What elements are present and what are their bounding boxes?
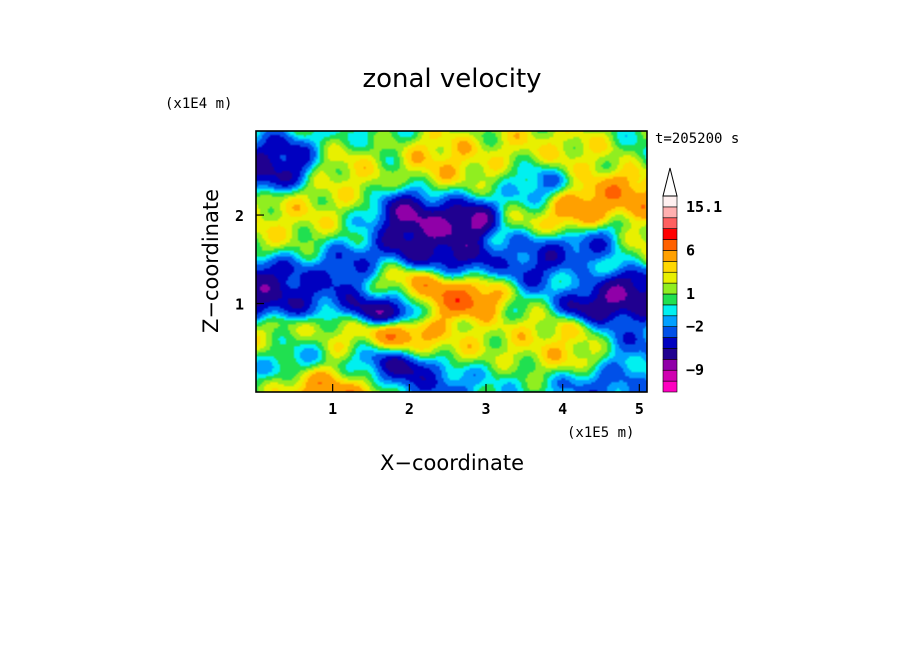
x-axis-ticks: 1 2 3 4 5 (328, 384, 644, 418)
colorbar-swatch (662, 195, 678, 208)
chart-title: zonal velocity (362, 64, 541, 94)
x-tick-label: 3 (481, 400, 490, 418)
colorbar-swatch (662, 250, 678, 262)
colorbar-swatch (662, 261, 678, 273)
x-scale-label: (x1E5 m) (567, 425, 634, 441)
colorbar-swatch (662, 206, 678, 219)
colorbar-swatch (662, 271, 678, 284)
colorbar-swatch (662, 315, 678, 327)
colorbar-swatch (662, 326, 678, 338)
colorbar-label: 15.1 (686, 198, 722, 216)
colorbar-swatch (662, 369, 678, 382)
colorbar-swatch (662, 239, 678, 251)
colorbar-label: −2 (686, 318, 704, 336)
x-axis-label: X−coordinate (380, 451, 524, 475)
colorbar-swatch (662, 304, 678, 317)
colorbar-swatch (662, 217, 678, 229)
y-scale-label: (x1E4 m) (165, 96, 232, 112)
x-tick-label: 5 (635, 400, 644, 418)
colorbar-swatch (662, 293, 678, 306)
y-tick-label: 2 (235, 207, 244, 225)
velocity-field-heatmap (256, 131, 647, 392)
y-tick-label: 1 (235, 296, 244, 314)
time-label: t=205200 s (655, 131, 739, 147)
x-tick-label: 4 (558, 400, 567, 418)
colorbar-swatch (662, 282, 678, 295)
colorbar: 15.1 6 1 −2 −9 (662, 167, 722, 393)
y-axis-ticks: 12 (235, 207, 264, 314)
colorbar-swatch (662, 228, 678, 240)
x-tick-label: 1 (328, 400, 337, 418)
colorbar-swatch (662, 359, 678, 371)
colorbar-extend-arrow (662, 167, 678, 197)
x-tick-label: 2 (405, 400, 414, 418)
y-axis-label: Z−coordinate (199, 189, 223, 333)
colorbar-swatch (662, 380, 678, 393)
colorbar-label: 6 (686, 241, 695, 259)
colorbar-label: −9 (686, 361, 704, 379)
colorbar-swatch (662, 348, 678, 360)
colorbar-label: 1 (686, 285, 695, 303)
plot-frame (255, 130, 648, 393)
colorbar-swatch (662, 337, 678, 349)
